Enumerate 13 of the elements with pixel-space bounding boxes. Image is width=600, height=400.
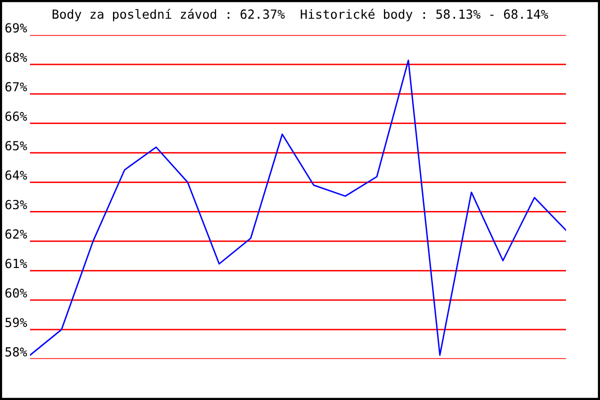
y-tick-label: 62%: [5, 229, 28, 239]
y-tick-label: 60%: [5, 288, 28, 298]
y-tick-label: 64%: [5, 170, 28, 180]
y-tick-label: 58%: [6, 347, 28, 357]
y-tick-label: 65%: [5, 140, 28, 150]
y-tick-label: 69%: [5, 23, 28, 33]
y-tick-label: 67%: [5, 82, 28, 92]
y-tick-label: 63%: [5, 200, 28, 210]
chart-title: Body za poslední závod : 62.37% Historické body : 58.13% - 68.14%: [52, 8, 548, 22]
y-tick-label: 59%: [6, 318, 28, 328]
y-tick-label: 66%: [5, 111, 28, 121]
y-tick-label: 61%: [5, 258, 28, 268]
y-tick-label: 68%: [5, 52, 28, 62]
